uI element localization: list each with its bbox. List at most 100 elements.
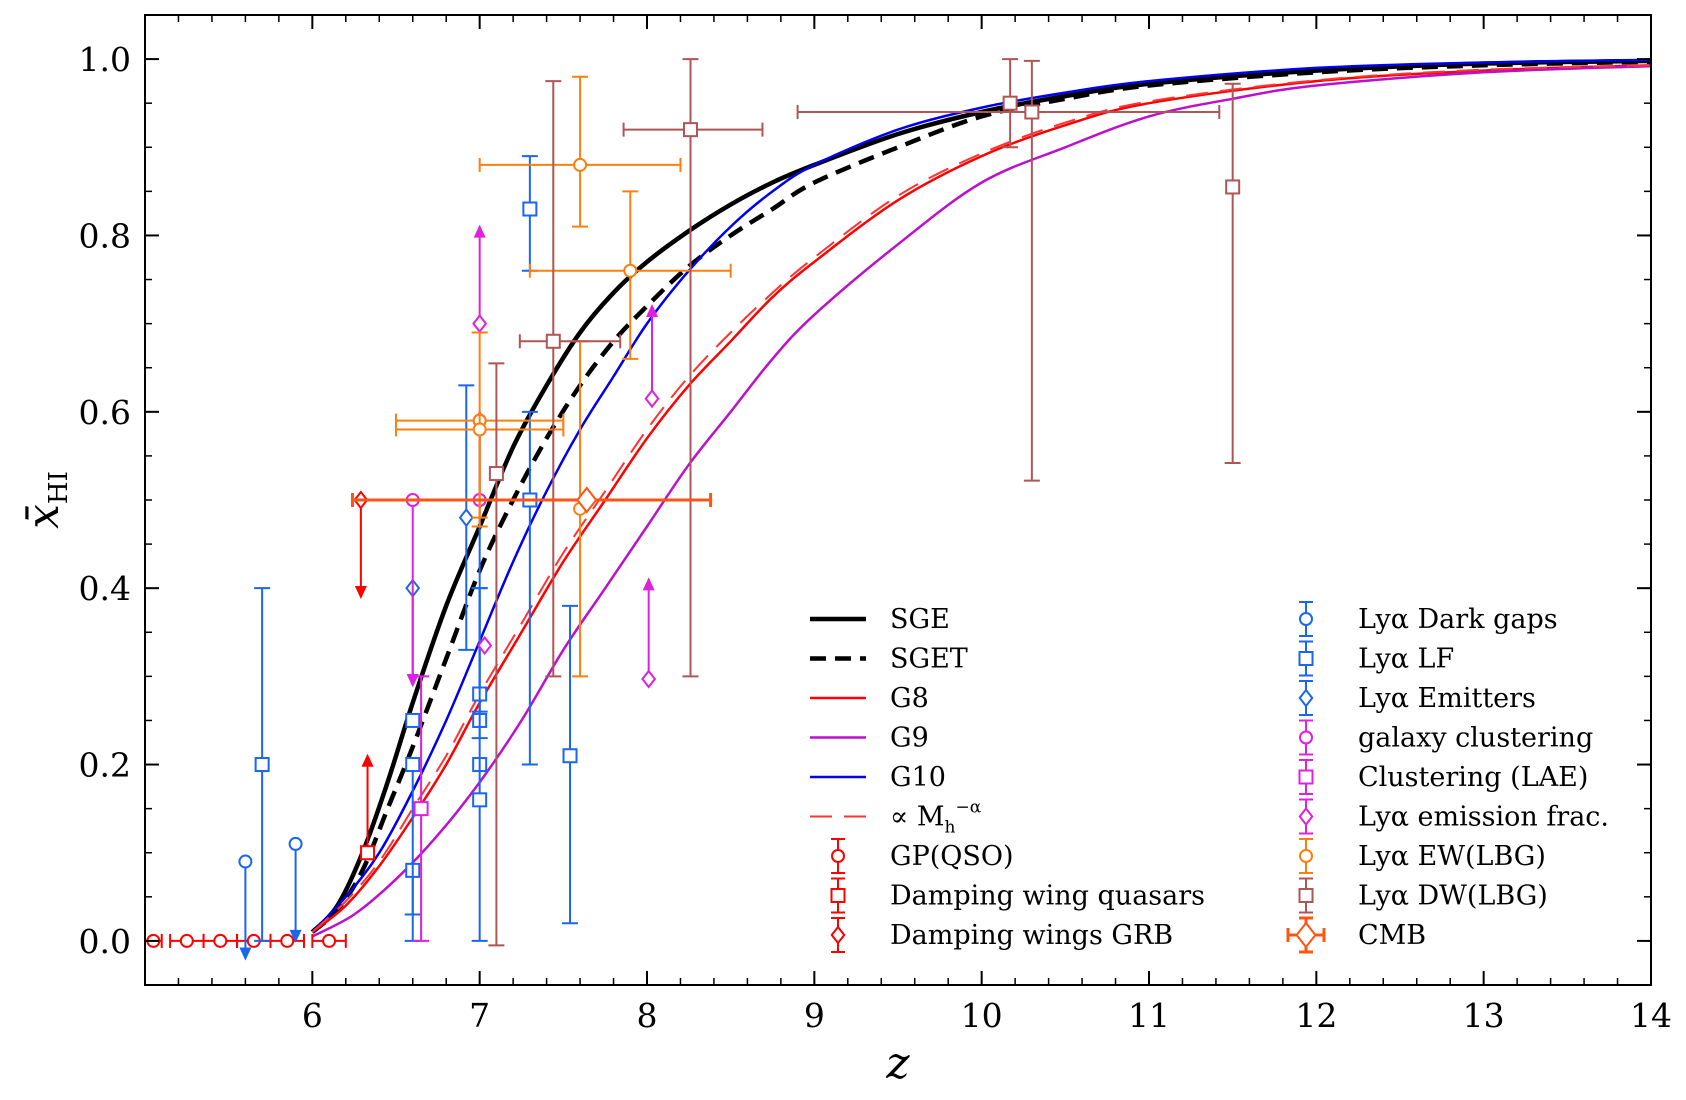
legend-label: Lyα Emitters bbox=[1358, 683, 1536, 714]
legend-label-sub: h bbox=[945, 818, 956, 838]
upper-limit-arrow bbox=[406, 674, 419, 688]
data-point bbox=[622, 58, 764, 678]
data-point bbox=[528, 190, 732, 360]
legend-item: Lyα emission frac. bbox=[1298, 798, 1609, 835]
y-tick-label: 0.0 bbox=[79, 922, 131, 961]
legend-item: CMB bbox=[1286, 916, 1426, 954]
data-marker-square bbox=[1298, 888, 1314, 903]
x-tick-label: 7 bbox=[469, 996, 490, 1035]
series-layer bbox=[310, 58, 1651, 938]
data-marker-circle bbox=[280, 933, 295, 948]
data-marker-square bbox=[545, 333, 561, 349]
series-line-m-h bbox=[311, 64, 1651, 933]
legend-item: Damping wing quasars bbox=[830, 877, 1205, 914]
data-marker-circle bbox=[573, 157, 588, 172]
legend-label: SGET bbox=[890, 644, 968, 675]
upper-limit-arrow bbox=[289, 929, 302, 943]
data-point bbox=[269, 933, 305, 948]
data-point bbox=[405, 712, 421, 728]
legend-label: G10 bbox=[890, 762, 946, 793]
data-marker-diamond bbox=[1298, 688, 1314, 708]
series-line-g10 bbox=[311, 58, 1651, 933]
data-marker-square bbox=[413, 801, 429, 817]
data-point bbox=[488, 362, 505, 947]
legend-item: galaxy clustering bbox=[1299, 719, 1593, 756]
data-marker-square bbox=[488, 466, 504, 482]
data-marker-square bbox=[1225, 179, 1241, 195]
ticks-layer: 6 7 8 9 10 11 12 13 14 0.0 0.2 0.4 0.6 0.8 1.0 bbox=[79, 15, 1672, 1035]
legend-item: SGE bbox=[810, 604, 950, 635]
y-axis-label: x̄HI bbox=[18, 471, 74, 529]
data-point bbox=[641, 577, 657, 689]
legend-label: GP(QSO) bbox=[890, 841, 1014, 872]
legend-label: G8 bbox=[890, 683, 929, 714]
legend-label: CMB bbox=[1358, 920, 1426, 951]
data-marker-circle bbox=[322, 933, 337, 948]
legend-item: Lyα Dark gaps bbox=[1299, 601, 1558, 637]
data-marker-square bbox=[360, 845, 376, 861]
data-point bbox=[288, 836, 303, 943]
data-marker-big-diamond bbox=[1295, 921, 1317, 949]
legend-item: Lyα LF bbox=[1298, 640, 1454, 677]
data-point bbox=[562, 604, 579, 925]
legend-item: G10 bbox=[810, 762, 946, 793]
legend-item: Lyα Emitters bbox=[1298, 680, 1536, 716]
data-marker-square bbox=[830, 888, 846, 903]
legend-label: Lyα DW(LBG) bbox=[1358, 881, 1548, 912]
data-point bbox=[478, 75, 682, 228]
data-marker-circle bbox=[472, 422, 487, 437]
x-tick-label: 12 bbox=[1295, 996, 1337, 1035]
legend-label: Lyα LF bbox=[1358, 644, 1454, 675]
data-marker-circle bbox=[831, 849, 845, 863]
legend-item: Lyα DW(LBG) bbox=[1298, 877, 1548, 914]
data-marker-square bbox=[254, 757, 270, 773]
data-point bbox=[413, 675, 430, 942]
x-tick-label: 9 bbox=[804, 996, 825, 1035]
data-point bbox=[796, 59, 1221, 482]
series-line-sget bbox=[310, 59, 1651, 934]
series-line-sge bbox=[310, 58, 1651, 934]
data-point bbox=[311, 933, 347, 948]
data-marker-square bbox=[1298, 651, 1314, 666]
data-point bbox=[254, 587, 271, 942]
data-marker-diamond bbox=[641, 669, 657, 689]
data-marker-circle bbox=[1299, 730, 1313, 745]
legend-item: GP(QSO) bbox=[831, 838, 1014, 874]
legend-label: Damping wings GRB bbox=[890, 920, 1173, 951]
data-point bbox=[350, 486, 713, 514]
legend-item: Lyα EW(LBG) bbox=[1299, 838, 1546, 874]
data-marker-square bbox=[522, 201, 538, 217]
x-tick-label: 13 bbox=[1463, 996, 1505, 1035]
data-marker-diamond bbox=[477, 635, 493, 656]
legend-label: galaxy clustering bbox=[1358, 723, 1593, 754]
data-marker-circle bbox=[238, 854, 253, 869]
data-point bbox=[644, 304, 660, 409]
data-marker-square bbox=[405, 757, 421, 773]
x-tick-label: 10 bbox=[961, 996, 1003, 1035]
lower-limit-arrow bbox=[473, 224, 486, 238]
data-marker-big-diamond bbox=[576, 486, 598, 514]
lower-limit-arrow bbox=[361, 753, 374, 767]
data-marker-diamond bbox=[458, 508, 474, 528]
svg-text:x̄HI: x̄HI bbox=[18, 471, 74, 529]
lower-limit-arrow bbox=[642, 577, 655, 591]
data-marker-diamond bbox=[1298, 806, 1314, 827]
y-tick-label: 0.4 bbox=[79, 569, 131, 608]
data-point bbox=[521, 155, 538, 272]
legend-label: Lyα EW(LBG) bbox=[1358, 841, 1546, 872]
legend-label-sup: −α bbox=[955, 798, 981, 818]
upper-limit-arrow bbox=[354, 586, 367, 599]
y-axis-label-main: x̄ bbox=[18, 504, 69, 529]
data-marker-circle bbox=[213, 933, 228, 948]
data-marker-circle bbox=[179, 933, 194, 948]
y-tick-label: 0.8 bbox=[79, 216, 131, 255]
legend-label: Clustering (LAE) bbox=[1358, 762, 1588, 793]
legend-label: Lyα Dark gaps bbox=[1358, 604, 1558, 635]
y-tick-label: 0.2 bbox=[79, 746, 131, 785]
legend-item: G8 bbox=[810, 683, 929, 714]
y-tick-label: 0.6 bbox=[79, 393, 131, 432]
data-point bbox=[572, 340, 589, 678]
